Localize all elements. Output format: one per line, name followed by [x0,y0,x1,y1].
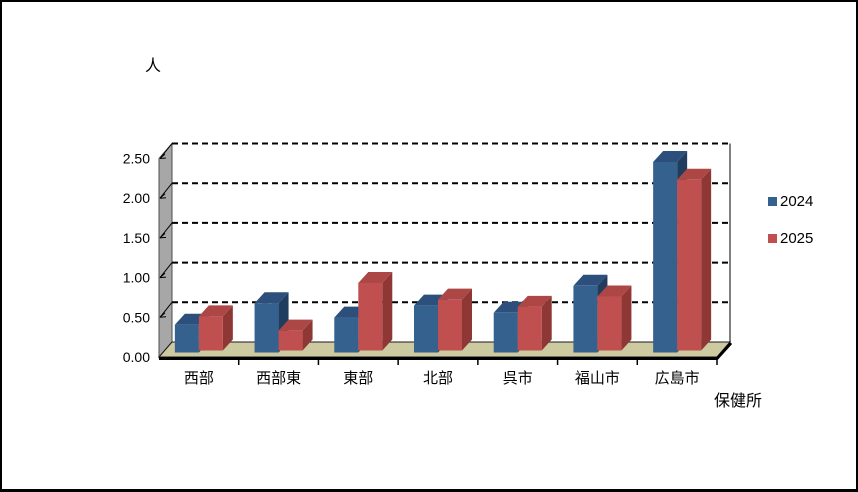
wall-tick-connector [159,262,173,278]
bar-2025-西部東 [278,319,313,351]
bar-top-face [254,292,289,304]
bar-front-face [334,317,359,353]
bar-front-face [254,303,279,353]
bar-side-face [621,285,632,351]
bar-front-face [438,299,462,351]
bar-top-face [517,295,552,307]
wall-tick-connector [159,301,173,318]
y-tick-label: 1.50 [123,230,150,246]
bar-front-face [414,305,438,353]
x-category-label: 西部 [184,370,214,387]
tick-arrowhead [159,157,167,159]
wall-tick-connector [159,143,173,159]
value-axis-title: 人 [145,57,161,75]
bar-2025-西部 [198,305,233,351]
legend-swatch-2024 [768,197,777,206]
bar-side-face [382,272,393,351]
bar-side-face [222,305,233,351]
bar-2025-呉市 [517,295,552,351]
bar-top-face [573,274,608,286]
tick-arrowhead [159,276,167,279]
tick-arrowhead [159,236,167,239]
bar-top-face [438,288,472,300]
bar-2025-東部 [358,272,393,351]
tick-arrowhead [159,272,166,278]
bar-top-face [198,305,233,317]
x-category-label: 北部 [423,370,453,387]
wall-left [158,142,173,359]
bar-front-face [573,285,598,353]
bar-side-face [541,295,552,351]
legend-label: 2025 [780,230,813,247]
bar-front-face [517,306,542,351]
tick-arrowhead [159,312,166,318]
bar-top-face [653,150,688,162]
bar-top-face [597,285,632,297]
bar-2025-広島市 [677,168,712,351]
bar-front-face [677,179,702,351]
x-category-label: 東部 [343,370,373,387]
bar-2024-西部東 [254,292,289,353]
bar-front-face [198,316,223,351]
tick-arrowhead [159,193,166,199]
x-category-label: 広島市 [655,370,700,387]
tick-arrowhead [159,153,166,159]
y-tick-label: 0.00 [123,349,150,365]
bar-top-face [278,319,313,331]
y-tick-label: 0.50 [123,309,150,325]
bar-top-face [677,168,712,180]
tick-arrowhead [159,197,167,199]
y-tick-label: 2.00 [123,190,150,206]
bar-top-face [358,272,393,284]
tick-arrowhead [159,233,166,239]
bar-front-face [493,312,518,353]
category-axis-title: 保健所 [714,392,762,410]
bar-front-face [653,161,678,353]
bar-side-face [302,319,313,351]
bar-2025-北部 [438,288,472,351]
bar-2025-福山市 [597,285,632,351]
legend-swatch-2025 [768,234,777,243]
bar-side-face [701,168,712,351]
bar-front-face [358,283,383,351]
x-category-label: 福山市 [575,370,620,387]
bar-front-face [278,330,303,351]
x-category-label: 呉市 [503,370,533,387]
x-axis-line [159,341,733,360]
y-tick-label: 2.50 [123,151,150,167]
y-tick-label: 1.00 [123,270,150,286]
tick-arrowhead [159,316,167,318]
bar-front-face [174,324,199,353]
wall-tick-connector [159,182,173,199]
wall-tick-connector [159,222,173,239]
bar-front-face [597,296,622,351]
bar-side-face [462,288,472,351]
legend-label: 2024 [780,193,813,210]
x-category-label: 西部東 [256,370,301,387]
